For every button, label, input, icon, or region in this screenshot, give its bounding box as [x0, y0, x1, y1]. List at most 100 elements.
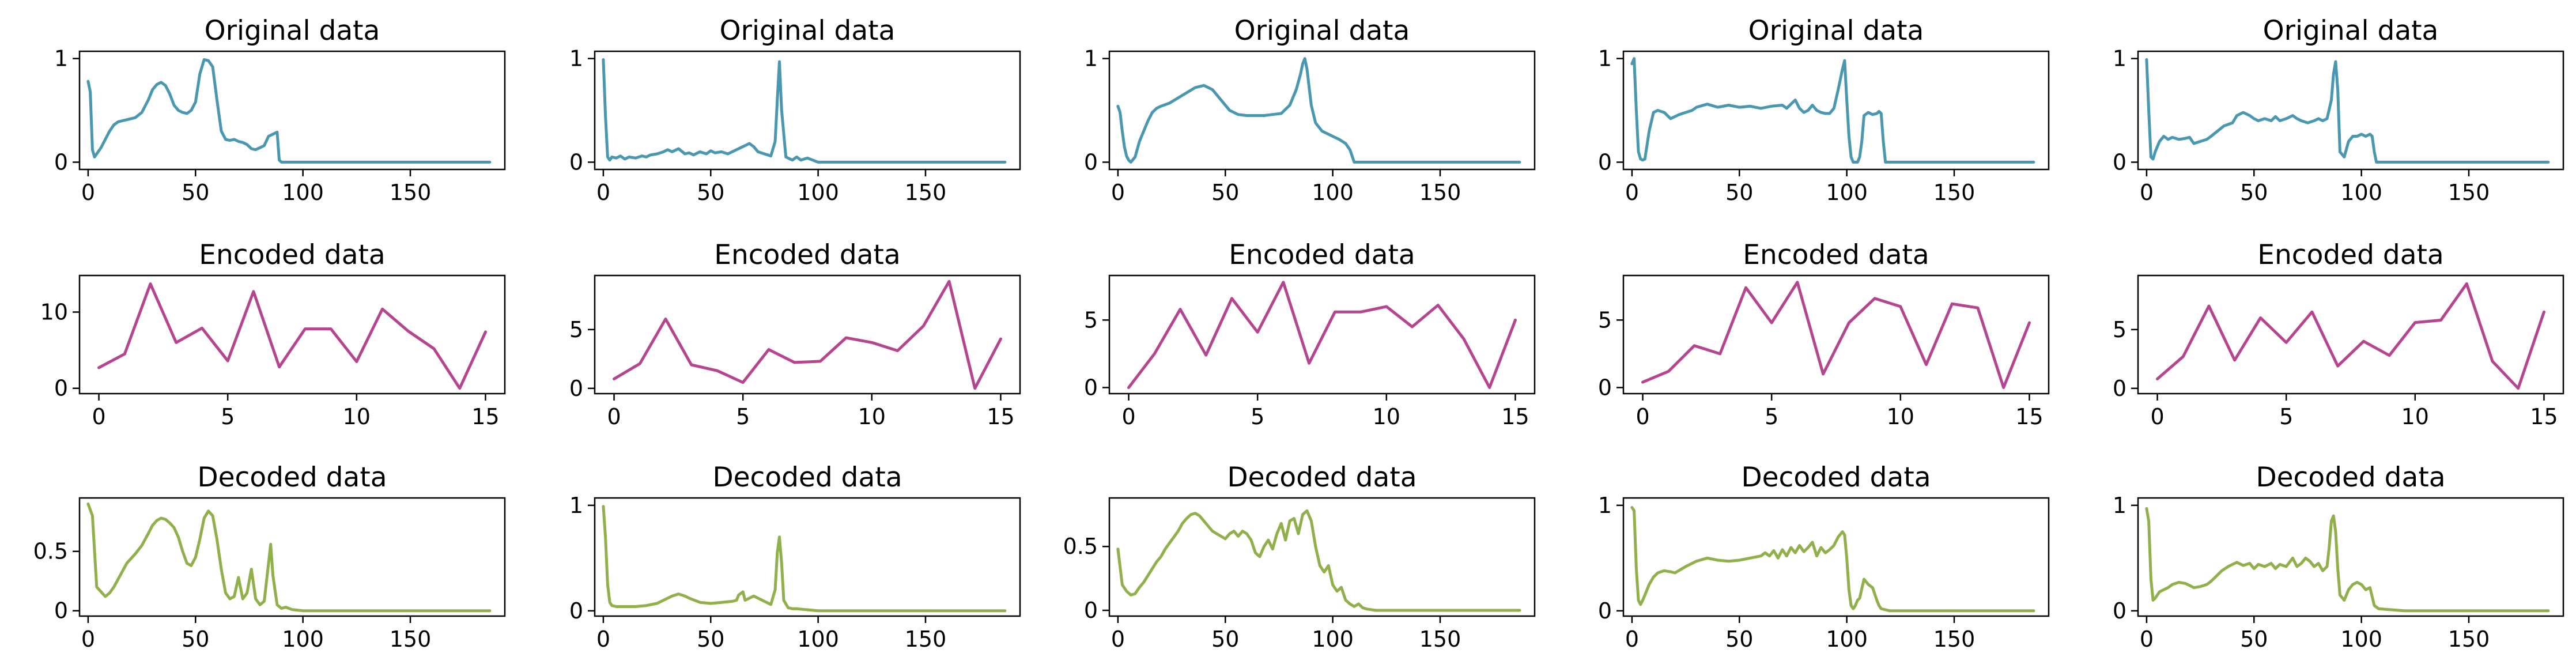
- axes-frame: [594, 274, 1021, 395]
- y-tick-label: 5: [2113, 317, 2126, 342]
- x-tick-label: 10: [1373, 404, 1400, 429]
- x-tick-label: 15: [471, 404, 499, 429]
- y-tick-label: 0: [2113, 598, 2126, 624]
- axes-frame: [1622, 50, 2050, 171]
- axes-frame: [78, 50, 506, 171]
- y-tick-label: 10: [40, 299, 68, 324]
- series-line: [613, 280, 1002, 390]
- y-tick-label: 0: [569, 598, 583, 624]
- x-tick-label: 100: [282, 626, 324, 652]
- subplot-enc-1: Encoded data 0 5 10 15 0 10: [40, 239, 506, 429]
- subplot-enc-4: Encoded data 0 5 10 15 0 5: [1598, 239, 2050, 429]
- y-tick-label: 0.5: [1063, 534, 1098, 559]
- subplot-title: Encoded data: [1229, 239, 1415, 271]
- y-tick-label: 5: [1598, 307, 1612, 333]
- y-tick-label: 0: [54, 598, 68, 624]
- subplot-orig-1: Original data 0 50 100 150 0 1: [54, 15, 506, 205]
- subplot-enc-5: Encoded data 0 5 10 15 0 5: [2113, 239, 2564, 429]
- subplot-title: Encoded data: [199, 239, 385, 271]
- y-tick-label: 1: [569, 493, 583, 518]
- x-tick-label: 150: [905, 626, 947, 652]
- series-line: [1630, 57, 2035, 164]
- x-tick-label: 5: [1251, 404, 1264, 429]
- x-tick-label: 100: [797, 626, 839, 652]
- axes-frame: [2137, 50, 2564, 171]
- y-tick-label: 0: [2113, 376, 2126, 401]
- y-tick-label: 1: [54, 46, 68, 71]
- x-tick-label: 5: [736, 404, 750, 429]
- subplot-dec-3: Decoded data 0 50 100 150 0 0.5: [1063, 462, 1536, 652]
- subplot-orig-3: Original data 0 50 100 150 0 1: [1084, 15, 1536, 205]
- x-tick-label: 50: [1211, 626, 1239, 652]
- x-tick-label: 5: [221, 404, 235, 429]
- series-line: [1127, 281, 1517, 389]
- x-tick-label: 100: [797, 180, 839, 205]
- y-tick-label: 0: [1084, 375, 1098, 400]
- x-tick-label: 0: [1636, 404, 1649, 429]
- y-tick-label: 1: [1598, 493, 1612, 518]
- x-tick-label: 15: [987, 404, 1014, 429]
- subplot-title: Decoded data: [197, 462, 387, 493]
- series-line: [1630, 506, 2035, 613]
- x-tick-label: 15: [1501, 404, 1529, 429]
- y-tick-label: 5: [1084, 307, 1098, 333]
- axes-frame: [594, 497, 1021, 617]
- x-tick-label: 150: [1419, 180, 1461, 205]
- axes-frame: [78, 274, 506, 395]
- x-tick-label: 0: [596, 180, 610, 205]
- y-tick-label: 1: [2113, 46, 2126, 71]
- x-tick-label: 150: [1933, 180, 1976, 205]
- y-tick-label: 0: [54, 376, 68, 401]
- series-line: [1116, 57, 1521, 164]
- subplot-orig-5: Original data 0 50 100 150 0 1: [2113, 15, 2564, 205]
- axes-frame: [1622, 497, 2050, 617]
- axes-frame: [78, 497, 506, 617]
- x-tick-label: 50: [182, 180, 209, 205]
- x-tick-label: 150: [390, 180, 432, 205]
- y-tick-label: 1: [569, 46, 583, 71]
- series-line: [86, 58, 492, 164]
- x-tick-label: 10: [1887, 404, 1914, 429]
- x-tick-label: 150: [2448, 180, 2490, 205]
- x-tick-label: 50: [697, 626, 724, 652]
- axes-frame: [1108, 274, 1536, 395]
- x-tick-label: 0: [1625, 626, 1639, 652]
- subplot-title: Encoded data: [2257, 239, 2443, 271]
- axes-frame: [1108, 50, 1536, 171]
- y-tick-label: 1: [1084, 46, 1098, 71]
- series-line: [2145, 58, 2550, 164]
- x-tick-label: 0: [1111, 626, 1125, 652]
- series-line: [602, 58, 1007, 164]
- subplot-orig-4: Original data 0 50 100 150 0 1: [1598, 15, 2050, 205]
- x-tick-label: 0: [1625, 180, 1639, 205]
- x-tick-label: 150: [390, 626, 432, 652]
- x-tick-label: 5: [1765, 404, 1778, 429]
- x-tick-label: 10: [858, 404, 886, 429]
- x-tick-label: 0: [2150, 404, 2164, 429]
- x-tick-label: 50: [2240, 180, 2268, 205]
- x-tick-label: 0: [596, 626, 610, 652]
- x-tick-label: 15: [2015, 404, 2043, 429]
- x-tick-label: 50: [182, 626, 209, 652]
- subplot-dec-4: Decoded data 0 50 100 150 0 1: [1598, 462, 2050, 652]
- x-tick-label: 0: [1121, 404, 1135, 429]
- x-tick-label: 15: [2530, 404, 2558, 429]
- x-tick-label: 50: [1211, 180, 1239, 205]
- subplot-title: Encoded data: [1743, 239, 1929, 271]
- axes-frame: [1622, 274, 2050, 395]
- x-tick-label: 100: [1826, 626, 1868, 652]
- y-tick-label: 0: [569, 376, 583, 401]
- series-line: [602, 505, 1007, 613]
- x-tick-label: 100: [1826, 180, 1868, 205]
- series-line: [1116, 509, 1521, 612]
- x-tick-label: 10: [2401, 404, 2429, 429]
- subplot-title: Decoded data: [1741, 462, 1931, 493]
- subplot-title: Decoded data: [1227, 462, 1417, 493]
- y-tick-label: 0: [1598, 375, 1612, 400]
- x-tick-label: 150: [1933, 626, 1976, 652]
- y-tick-label: 1: [1598, 46, 1612, 71]
- y-tick-label: 0: [54, 149, 68, 175]
- series-line: [97, 282, 487, 390]
- subplot-enc-2: Encoded data 0 5 10 15 0 5: [569, 239, 1021, 429]
